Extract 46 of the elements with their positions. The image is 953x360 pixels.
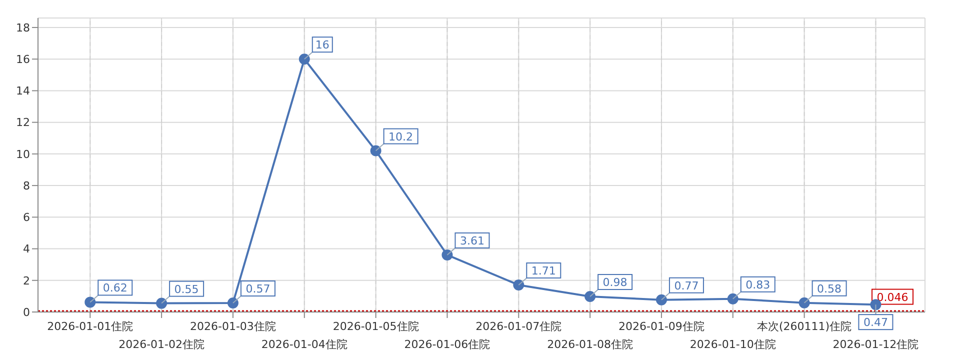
data-label: 16 [315,38,330,52]
point [370,145,382,156]
data-label: 0.57 [246,282,270,296]
y-tick-label: 8 [23,179,30,192]
y-tick-label: 14 [16,84,30,98]
data-label: 0.55 [174,282,199,296]
data-label: 0.47 [863,316,888,330]
point [156,298,168,309]
x-tick-label: 2026-01-08住院 [547,338,634,351]
data-label: 0.58 [817,282,842,296]
y-tick-label: 16 [16,53,30,66]
data-label: 0.83 [746,278,770,292]
x-tick-label: 2026-01-06住院 [404,338,490,351]
x-tick-label: 2026-01-01住院 [47,320,134,333]
x-tick-label: 2026-01-02住院 [118,338,205,351]
data-label: 0.62 [102,282,128,295]
y-tick-label: 2 [23,274,30,288]
x-tick-label: 2026-01-03住院 [190,320,276,333]
x-tick-label: 2026-01-05住院 [332,320,419,333]
point [656,294,667,306]
data-label: 0.98 [602,276,628,290]
y-tick-label: 4 [23,242,30,256]
ref-line-label: 0.046 [876,290,908,304]
point [584,291,596,302]
point [84,296,96,308]
y-tick-label: 12 [16,116,30,130]
point [727,293,738,304]
x-tick-label: 本次(260111)住院 [757,320,852,333]
point [513,279,524,290]
point [298,54,310,65]
x-tick-label: 2026-01-12住院 [832,338,919,351]
x-tick-label: 2026-01-09住院 [618,320,704,333]
y-tick-label: 6 [23,211,30,224]
x-tick-label: 2026-01-10住院 [690,338,776,351]
y-tick-label: 0 [23,306,30,319]
data-label: 0.77 [674,279,699,292]
data-label: 3.61 [460,234,484,248]
point [442,249,453,260]
point [227,297,238,308]
y-tick-label: 10 [16,148,30,161]
x-tick-label: 2026-01-07住院 [476,320,562,333]
data-label: 10.2 [388,130,414,144]
y-tick-label: 18 [16,21,30,34]
data-label: 1.71 [531,264,556,278]
point [798,297,810,308]
x-tick-label: 2026-01-04住院 [261,338,348,351]
